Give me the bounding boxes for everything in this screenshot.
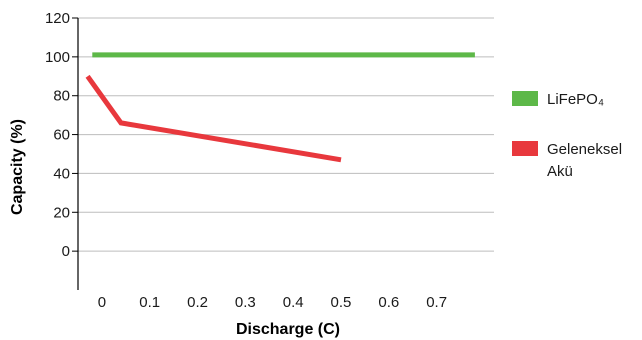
y-tick-label: 40 (53, 165, 70, 182)
x-tick-label: 0 (98, 294, 106, 311)
legend: LiFePO₄ Geleneksel Akü (512, 91, 622, 180)
y-axis-title: Capacity (%) (9, 119, 26, 215)
series-lines (85, 52, 475, 163)
y-tick-label: 100 (45, 49, 70, 66)
y-tick-labels: 120 100 80 60 40 20 0 (45, 10, 78, 260)
x-tick-labels: 0 0.1 0.2 0.3 0.4 0.5 0.6 0.7 (98, 294, 447, 311)
legend-label-geleneksel-line1: Geleneksel (547, 141, 622, 158)
x-tick-label: 0.5 (331, 294, 352, 311)
legend-label-geleneksel-line2: Akü (547, 163, 573, 180)
x-tick-label: 0.4 (283, 294, 304, 311)
x-tick-label: 0.7 (426, 294, 447, 311)
y-tick-label: 0 (62, 243, 70, 260)
x-tick-label: 0.1 (139, 294, 160, 311)
legend-swatch-geleneksel (512, 141, 538, 156)
x-tick-label: 0.2 (187, 294, 208, 311)
y-tick-label: 120 (45, 10, 70, 27)
y-tick-label: 60 (53, 127, 70, 144)
y-tick-label: 20 (53, 204, 70, 221)
legend-swatch-lifepo4 (512, 91, 538, 106)
x-tick-label: 0.3 (235, 294, 256, 311)
x-axis-title: Discharge (C) (236, 321, 340, 338)
x-tick-label: 0.6 (378, 294, 399, 311)
series-line-geleneksel-aku (85, 74, 342, 163)
legend-label-lifepo4: LiFePO₄ (547, 91, 604, 108)
y-tick-label: 80 (53, 88, 70, 105)
